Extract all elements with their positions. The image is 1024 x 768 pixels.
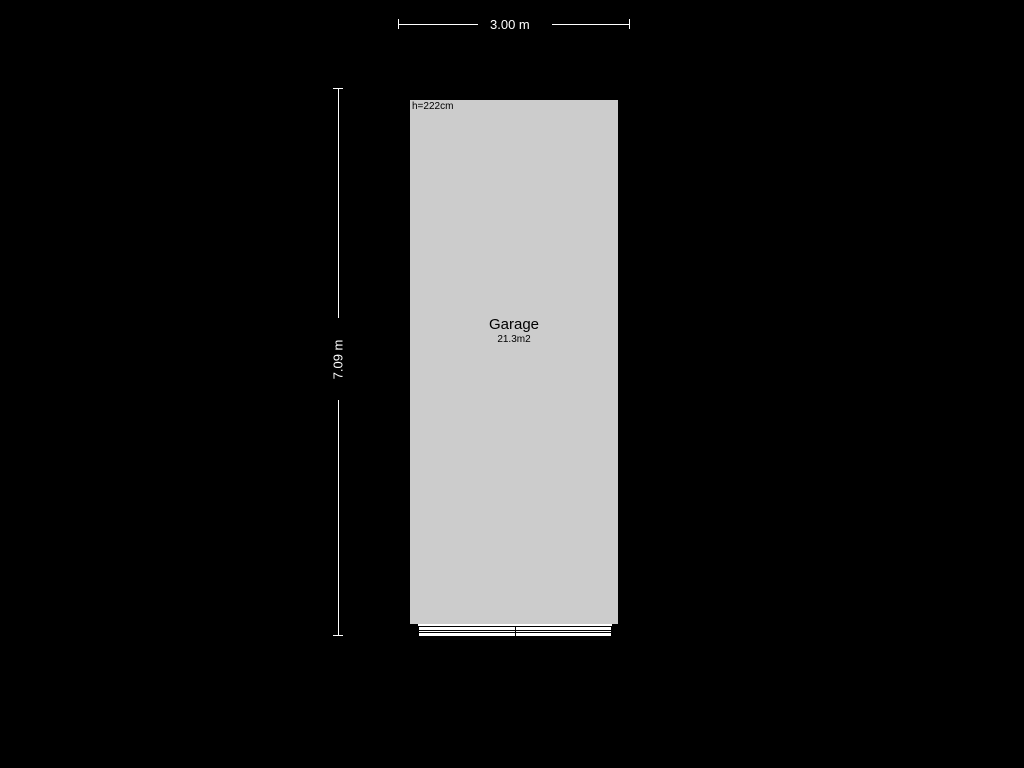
top-dimension-label: 3.00 m: [490, 17, 530, 32]
room-name: Garage: [398, 316, 630, 333]
top-dim-line-left: [398, 24, 478, 25]
room-height-note: h=222cm: [412, 101, 453, 112]
left-dimension-label: 7.09 m: [330, 340, 345, 380]
left-wall-feature-3: [388, 398, 398, 478]
room-wall-left: [398, 88, 410, 636]
left-dim-line-top: [338, 88, 339, 318]
left-dim-line-bottom: [338, 400, 339, 636]
room-area: 21.3m2: [398, 334, 630, 345]
left-wall-feature-1: [388, 118, 398, 198]
top-dim-tick-left: [398, 19, 399, 29]
top-dim-tick-right: [629, 19, 630, 29]
room-fill: [410, 100, 618, 624]
left-dim-tick-top: [333, 88, 343, 89]
left-dim-tick-bottom: [333, 635, 343, 636]
left-wall-feature-2: [388, 258, 398, 338]
room-wall-top: [398, 88, 630, 100]
room-wall-right: [618, 88, 630, 636]
room-garage: h=222cm Garage 21.3m2: [398, 88, 630, 636]
top-dim-line-right: [552, 24, 630, 25]
room-label: Garage 21.3m2: [398, 316, 630, 345]
garage-door: [418, 624, 612, 642]
floorplan-canvas: 3.00 m 7.09 m h=222cm Garage 21.3m2: [0, 0, 1024, 768]
